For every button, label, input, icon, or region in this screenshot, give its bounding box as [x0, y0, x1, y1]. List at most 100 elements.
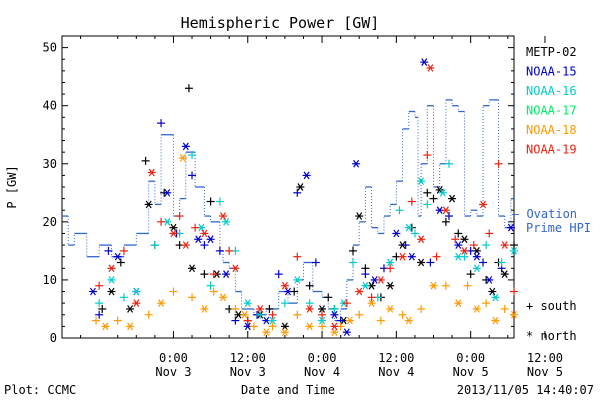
south-point: [423, 188, 432, 197]
north-point: [510, 247, 518, 255]
south-point: [444, 159, 453, 168]
north-point: [280, 322, 289, 331]
south-point: [466, 270, 475, 279]
x-tick-time: 12:00: [230, 351, 266, 365]
north-point: [367, 299, 376, 308]
south-point: [206, 281, 215, 290]
north-point: [355, 287, 364, 296]
north-point: [342, 328, 351, 337]
south-point: [460, 252, 469, 261]
x-tick-date: Nov 3: [230, 365, 266, 379]
legend-entry: NOAA-15: [526, 65, 577, 79]
footer-plot-credit: Plot: CCMC: [4, 383, 76, 397]
y-tick-label: 30: [43, 157, 57, 171]
south-point: [184, 84, 193, 93]
north-point: [284, 287, 292, 296]
south-point: [342, 299, 351, 308]
north-point: [200, 305, 209, 313]
south-point: [98, 304, 107, 313]
north-point: [318, 316, 327, 325]
y-tick-label: 20: [43, 215, 57, 229]
south-point: [423, 151, 432, 160]
legend-entry: NOAA-17: [526, 104, 577, 118]
south-point: [349, 258, 358, 267]
north-point: [355, 212, 364, 220]
south-point: [215, 197, 224, 206]
south-point: [305, 281, 314, 290]
north-point: [500, 241, 509, 249]
south-point: [426, 258, 435, 267]
north-point: [147, 168, 156, 177]
x-tick-time: 12:00: [378, 351, 414, 365]
north-point: [407, 252, 416, 261]
north-point: [296, 183, 305, 191]
south-point: [349, 246, 358, 255]
north-point: [107, 276, 116, 284]
south-point: [497, 258, 506, 267]
north-point: [163, 188, 172, 197]
north-point: [305, 322, 314, 331]
north-point: [280, 328, 289, 337]
south-point: [293, 188, 302, 197]
south-point: [249, 322, 258, 331]
north-point: [218, 212, 227, 220]
south-point: [355, 310, 364, 319]
south-point: [463, 281, 472, 290]
south-point: [188, 293, 197, 302]
north-point: [376, 276, 385, 284]
north-point: [460, 235, 469, 244]
south-point: [318, 310, 327, 319]
south-point: [274, 270, 283, 279]
south-point: [330, 304, 339, 313]
south-point: [113, 316, 122, 325]
north-point: [302, 171, 311, 180]
south-point: [500, 304, 509, 313]
south-point: [188, 151, 197, 160]
south-point: [423, 200, 432, 209]
north-point: [200, 229, 209, 238]
ovation-hpi-line: [62, 99, 514, 322]
north-point: [262, 328, 271, 337]
south-point: [494, 159, 503, 168]
north-point: [491, 293, 500, 302]
south-point: [293, 252, 302, 261]
south-point: [243, 316, 252, 325]
south-point: [209, 270, 218, 279]
north-point: [386, 305, 395, 313]
north-point: [438, 188, 447, 197]
north-point: [488, 287, 497, 296]
north-point: [386, 258, 395, 267]
north-point: [101, 322, 110, 331]
south-point: [119, 246, 128, 255]
x-tick-date: Nov 3: [155, 365, 191, 379]
north-point: [188, 264, 197, 273]
south-point: [432, 252, 441, 261]
north-point: [330, 310, 339, 319]
x-tick-time: 12:00: [527, 351, 563, 365]
y-tick-label: 50: [43, 41, 57, 55]
south-point: [451, 235, 460, 244]
north-point: [181, 142, 190, 151]
north-point: [417, 235, 426, 244]
south-point: [407, 197, 416, 206]
south-point: [401, 241, 410, 250]
x-tick-date: Nov 5: [527, 365, 563, 379]
north-point: [426, 64, 435, 72]
south-point: [92, 316, 101, 325]
south-point: [441, 281, 450, 290]
north-point: [178, 154, 187, 162]
north-point: [352, 159, 361, 168]
south-point: [206, 197, 215, 206]
north-point: [107, 264, 116, 273]
north-point: [88, 287, 97, 296]
north-point: [218, 293, 227, 302]
north-point: [330, 328, 339, 337]
x-tick-date: Nov 5: [453, 365, 489, 379]
y-tick-label: 10: [43, 273, 57, 287]
north-point: [441, 206, 450, 215]
south-point: [95, 281, 104, 290]
north-point: [472, 305, 481, 313]
south-point: [417, 304, 426, 313]
north-point: [345, 316, 354, 325]
